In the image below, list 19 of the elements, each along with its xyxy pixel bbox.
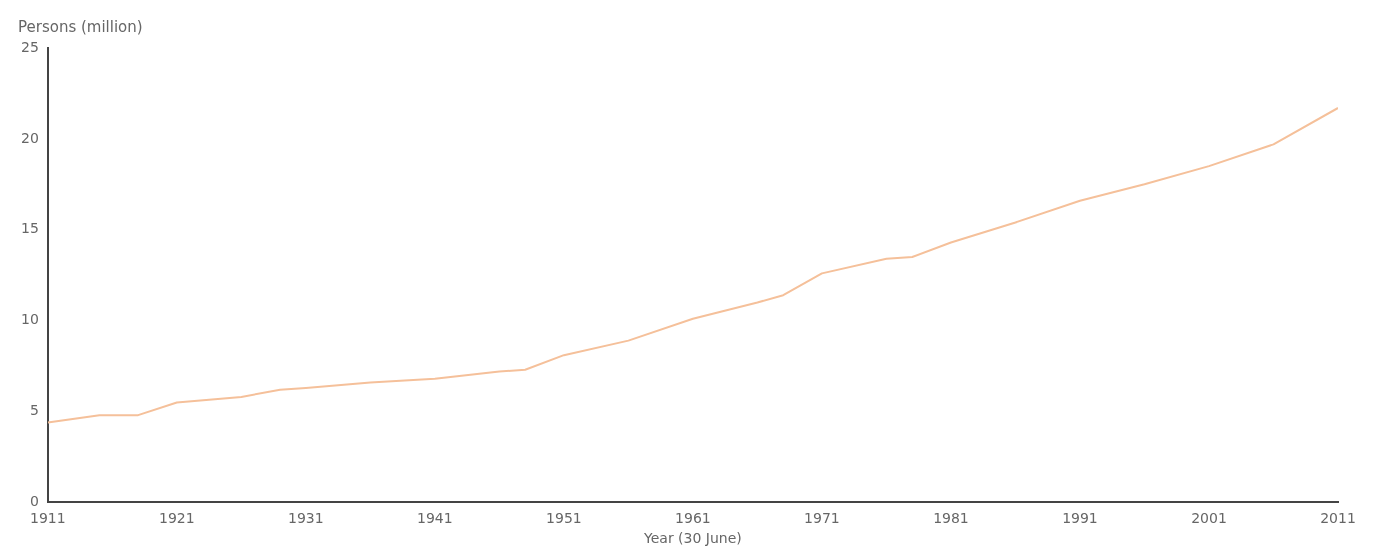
x-tick-label: 1991 [1062, 510, 1098, 527]
y-tick-label: 15 [20, 220, 39, 237]
y-axis-title: Persons (million) [18, 18, 143, 37]
x-axis-title: Year (30 June) [643, 530, 742, 547]
y-tick-label: 10 [20, 311, 39, 328]
x-tick-label: 1951 [546, 510, 582, 527]
y-tick-label: 0 [29, 493, 39, 510]
x-tick-label: 2011 [1320, 510, 1356, 527]
y-tick-label: 25 [20, 38, 39, 55]
x-tick-label: 1911 [29, 510, 66, 527]
y-tick-label: 20 [20, 129, 39, 146]
y-tick-label: 5 [29, 402, 39, 419]
x-tick-label: 1921 [159, 510, 195, 527]
x-tick-label: 1961 [675, 510, 711, 527]
x-tick-label: 1981 [933, 510, 969, 527]
x-tick-label: 2001 [1191, 510, 1227, 527]
x-tick-label: 1931 [288, 510, 324, 527]
x-tick-label: 1971 [804, 510, 840, 527]
x-tick-label: 1941 [417, 510, 453, 527]
